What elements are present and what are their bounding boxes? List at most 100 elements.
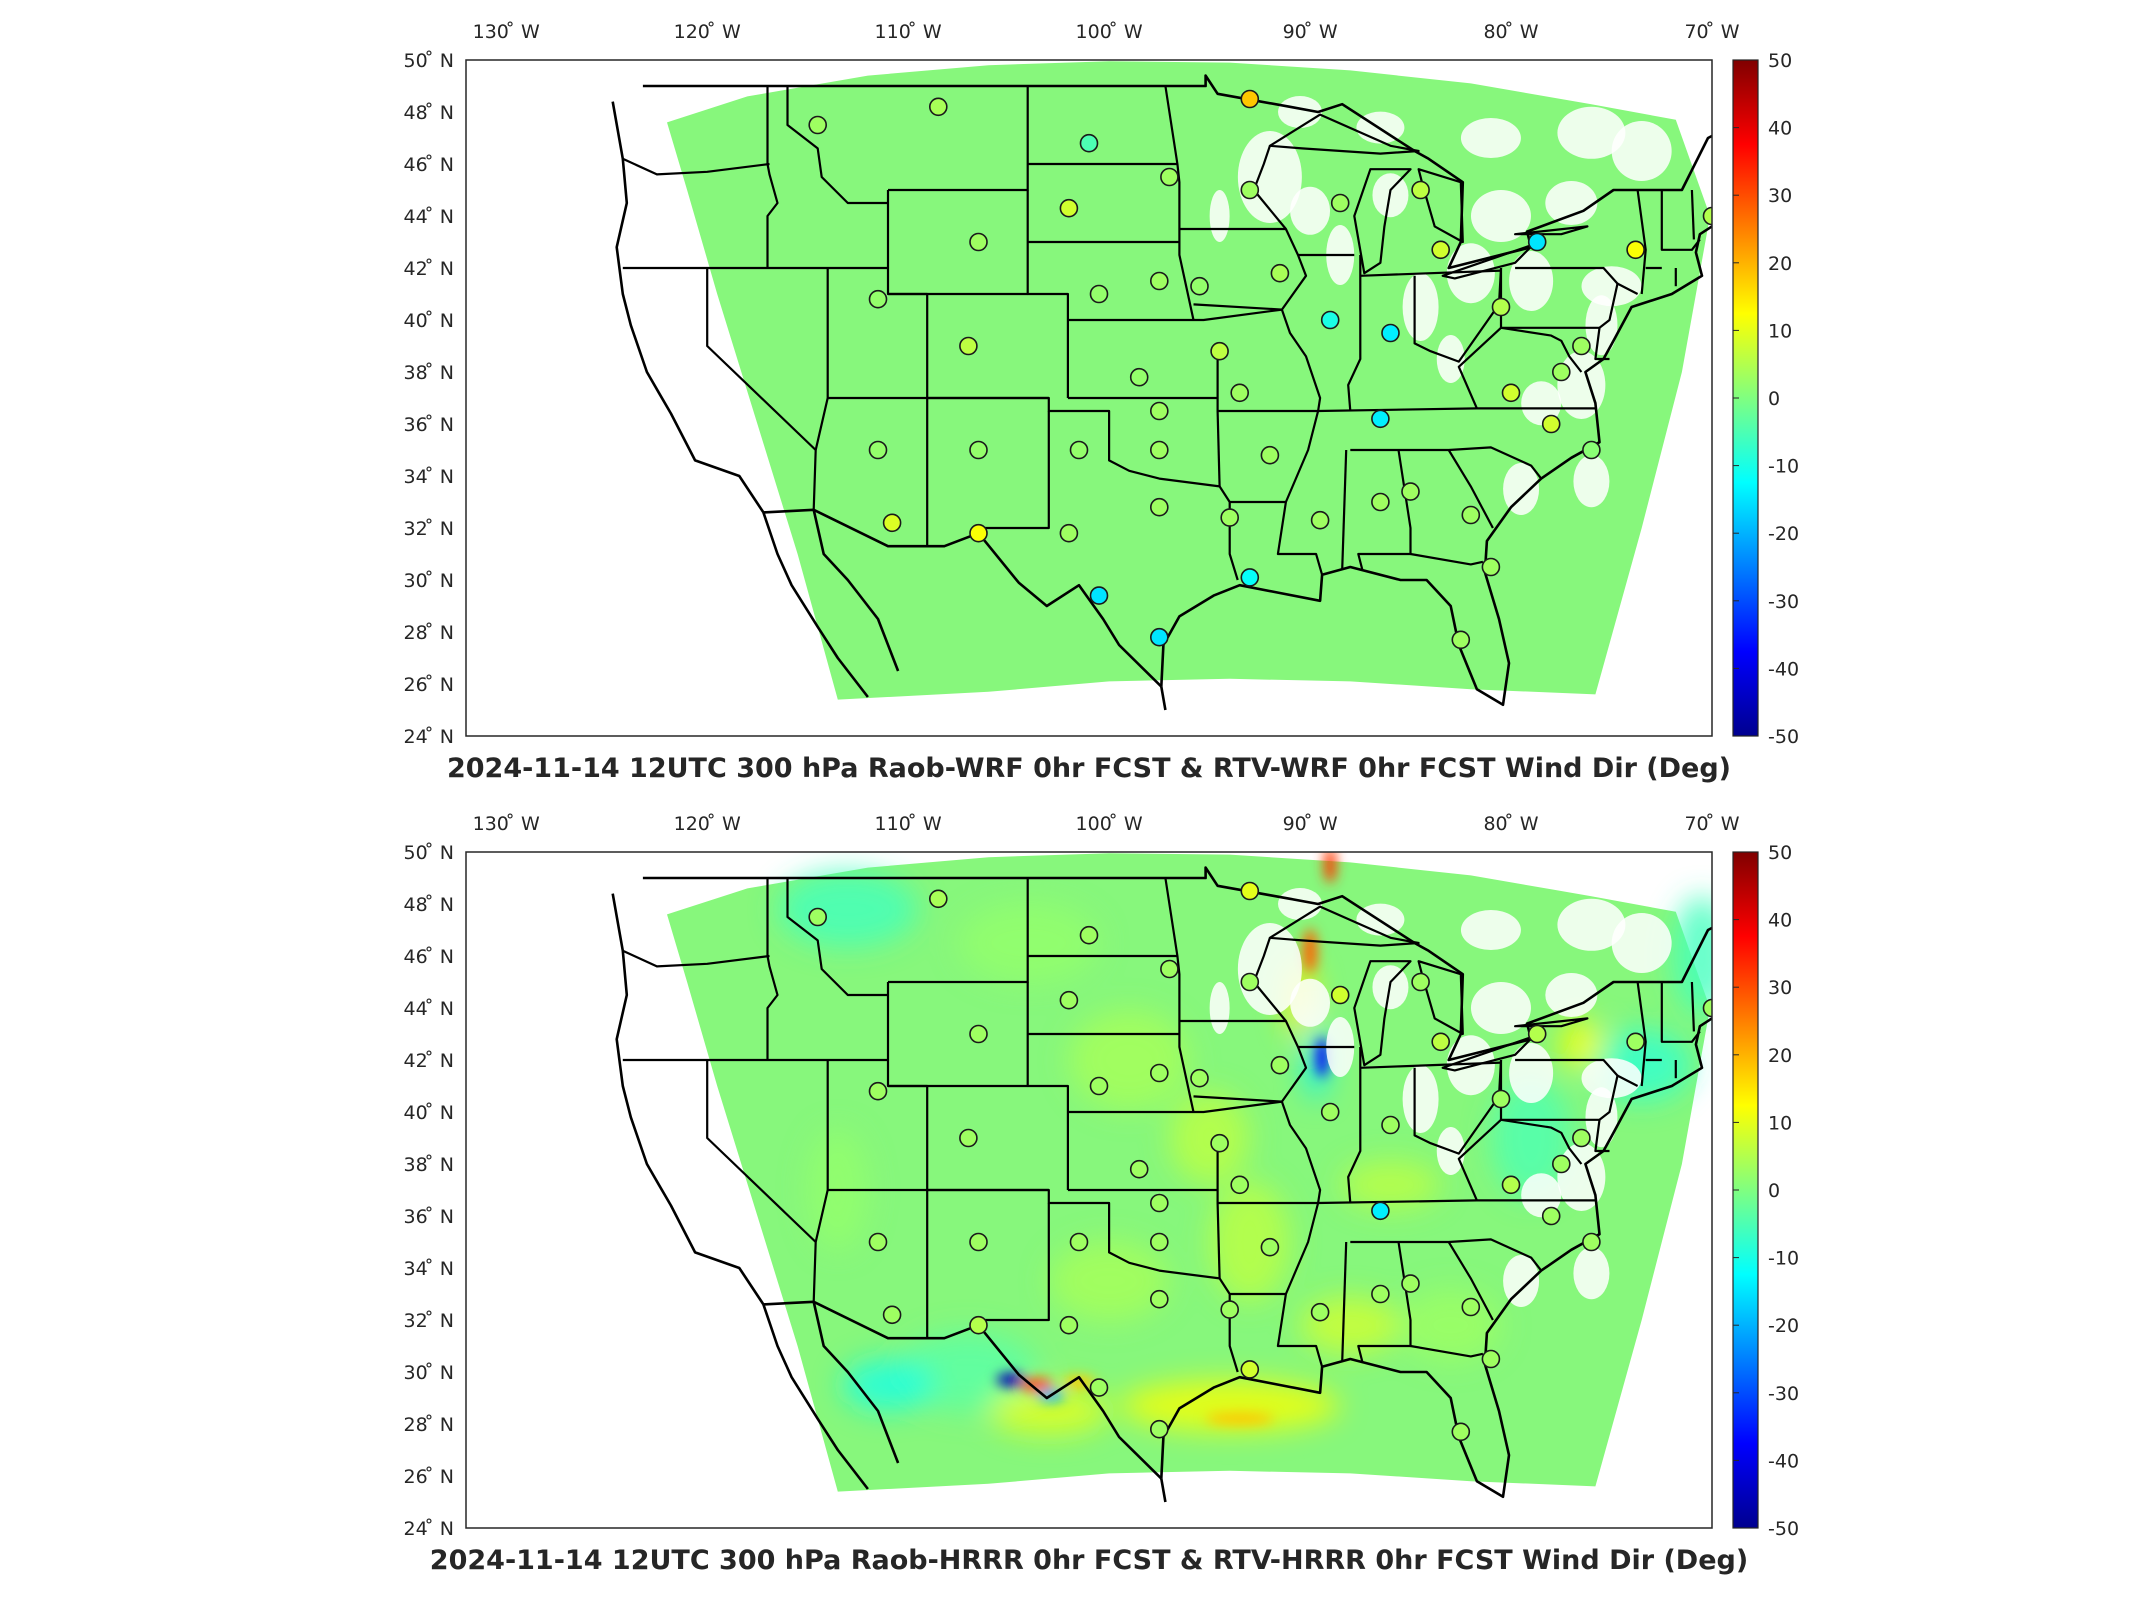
difference-field: [667, 61, 1710, 700]
station-marker: [882, 1305, 902, 1325]
lat-tick-label: 46 ̊ N: [404, 946, 454, 968]
station-marker: [959, 336, 978, 356]
state-boundary: [976, 1203, 1050, 1322]
station-marker: [1190, 1068, 1209, 1088]
latitude-tick-labels: 50 ̊ N 48 ̊ N 46 ̊ N 44 ̊ N 42 ̊ N 40 ̊ N 38 ̊…: [404, 842, 454, 1540]
station-marker: [1150, 271, 1169, 291]
station-marker: [1260, 1237, 1280, 1257]
state-boundary: [786, 86, 888, 205]
colorbar-tick-label: -50: [1768, 1518, 1799, 1540]
lat-tick-label: 40 ̊ N: [404, 310, 454, 332]
station-marker: [969, 523, 988, 543]
station-marker: [1481, 1349, 1501, 1369]
station-marker: [1220, 508, 1239, 527]
great-lake-outline: [1353, 168, 1412, 275]
great-lake-outline: [1268, 905, 1420, 947]
colorbar-tick-label: -10: [1768, 456, 1799, 478]
colorbar-tick-label: 30: [1768, 185, 1792, 207]
lat-tick-label: 30 ̊ N: [404, 570, 454, 592]
state-boundary: [1252, 145, 1324, 576]
colorbar-tick-label: -30: [1768, 1383, 1799, 1405]
state-boundaries: [611, 866, 1712, 1503]
colorbar-tick-label: -40: [1768, 658, 1799, 680]
station-marker: [1240, 881, 1260, 901]
state-boundary: [1360, 1061, 1502, 1069]
mexico-border: [763, 508, 1163, 688]
station-marker: [808, 115, 828, 135]
station-marker: [1330, 985, 1350, 1005]
station-marker: [1320, 310, 1340, 330]
longitude-tick-labels: 130 ̊ W 120 ̊ W 110 ̊ W 100 ̊ W 90 ̊ W 80 ̊ W…: [473, 813, 1740, 835]
lat-tick-label: 30 ̊ N: [404, 1362, 454, 1384]
state-boundary: [1216, 1202, 1221, 1279]
colorbar-tick-label: 30: [1768, 977, 1792, 999]
mexico-coastline: [762, 1303, 869, 1490]
west-coastline: [611, 101, 765, 514]
station-marker: [1527, 232, 1547, 252]
lat-tick-label: 50 ̊ N: [404, 50, 454, 72]
state-boundary: [1350, 1238, 1543, 1272]
plot-title: 2024-11-14 12UTC 300 hPa Raob-WRF 0hr FC…: [447, 753, 1731, 784]
station-marker: [1270, 263, 1290, 283]
lon-tick-label: 70 ̊ W: [1684, 813, 1739, 835]
state-boundary: [1515, 1058, 1619, 1077]
great-lake-outline: [1441, 1035, 1535, 1072]
state-boundary: [812, 268, 829, 510]
lat-tick-label: 36 ̊ N: [404, 414, 454, 436]
station-marker: [1582, 1232, 1601, 1252]
lat-tick-label: 28 ̊ N: [404, 1414, 454, 1436]
state-boundary: [1360, 269, 1502, 277]
state-boundary: [1499, 1060, 1639, 1121]
state-boundary: [622, 949, 770, 968]
lat-tick-label: 44 ̊ N: [404, 206, 454, 228]
colorbar-tick-label: -10: [1768, 1248, 1799, 1270]
state-boundary: [1499, 268, 1639, 329]
colorbar-tick-label: 20: [1768, 253, 1792, 275]
lon-tick-label: 110 ̊ W: [875, 21, 942, 43]
lon-tick-label: 130 ̊ W: [473, 21, 540, 43]
lon-tick-label: 80 ̊ W: [1483, 813, 1538, 835]
station-marker: [1089, 1076, 1109, 1096]
lat-tick-label: 26 ̊ N: [404, 674, 454, 696]
lat-tick-label: 34 ̊ N: [404, 466, 454, 488]
station-marker: [1702, 206, 1712, 226]
state-boundary: [706, 1060, 817, 1243]
lat-tick-label: 50 ̊ N: [404, 842, 454, 864]
longitude-tick-labels: 130 ̊ W 120 ̊ W 110 ̊ W 100 ̊ W 90 ̊ W 80 ̊ W…: [473, 21, 1740, 43]
station-marker: [1240, 972, 1260, 992]
lon-tick-label: 90 ̊ W: [1283, 21, 1338, 43]
station-marker: [1150, 401, 1169, 421]
station-marker: [1572, 336, 1591, 356]
station-marker: [1411, 180, 1430, 200]
gulf-atlantic-coastline: [1160, 224, 1712, 707]
colorbar-tick-label: -40: [1768, 1450, 1799, 1472]
station-marker: [868, 440, 888, 460]
state-boundary: [1341, 449, 1348, 570]
station-marker: [969, 440, 988, 460]
station-marker: [1310, 1302, 1330, 1322]
lat-tick-label: 24 ̊ N: [404, 1518, 454, 1540]
state-boundary: [1457, 1118, 1583, 1201]
colorbar-tick-label: 40: [1768, 910, 1792, 932]
colorbar-tick-label: -20: [1768, 1315, 1799, 1337]
lon-tick-label: 70 ̊ W: [1684, 21, 1739, 43]
station-marker: [1069, 440, 1089, 460]
lon-tick-label: 120 ̊ W: [674, 813, 741, 835]
station-marker: [1230, 1175, 1249, 1195]
station-marker: [1371, 1284, 1390, 1304]
colorbar-tick-label: 40: [1768, 118, 1792, 140]
station-marker: [1160, 167, 1179, 187]
station-marker: [1381, 323, 1400, 343]
state-boundary: [1164, 877, 1195, 1113]
mexico-coastline: [812, 1301, 900, 1464]
station-marker: [928, 97, 948, 117]
station-marker: [1371, 492, 1390, 512]
station-marker: [1129, 1159, 1149, 1179]
state-boundary: [1216, 410, 1221, 487]
colorbar-tick-label: -30: [1768, 591, 1799, 613]
lat-tick-label: 38 ̊ N: [404, 1154, 454, 1176]
station-marker: [1069, 1232, 1089, 1252]
lat-tick-label: 42 ̊ N: [404, 1050, 454, 1072]
station-marker: [868, 1081, 888, 1101]
colorbar-tick-label: 50: [1768, 50, 1792, 72]
